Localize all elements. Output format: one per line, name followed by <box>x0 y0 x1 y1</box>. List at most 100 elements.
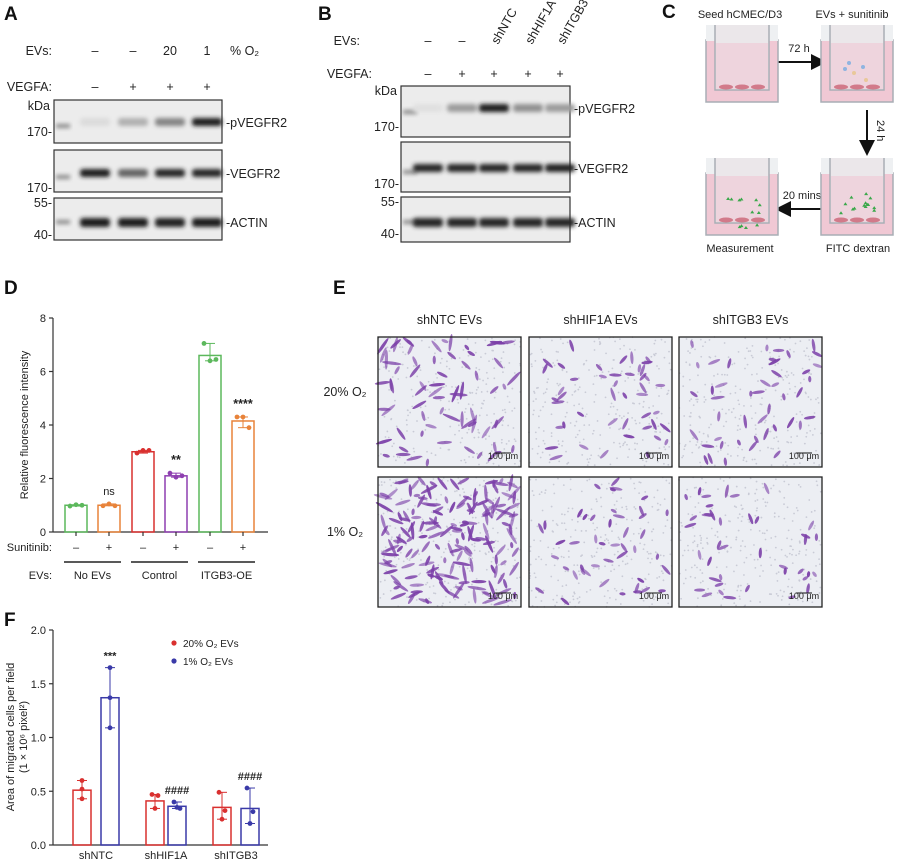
membrane-pore <box>436 604 439 607</box>
membrane-pore <box>737 584 740 587</box>
membrane-pore <box>573 564 576 567</box>
migrated-cell <box>471 580 487 584</box>
membrane-pore <box>648 382 651 384</box>
membrane-pore <box>414 504 416 507</box>
migrated-cell <box>543 520 547 530</box>
marker-40: 40- <box>381 227 399 241</box>
membrane-pore <box>748 521 751 523</box>
membrane-pore <box>558 460 561 463</box>
significance-label: ns <box>103 486 115 498</box>
membrane-pore <box>813 527 816 530</box>
scale-bar-label: 100 μm <box>639 451 669 461</box>
marker-170: 170- <box>374 177 399 191</box>
migrated-cell <box>411 508 415 516</box>
migrated-cell <box>786 350 791 358</box>
membrane-pore <box>499 360 502 363</box>
membrane-pore <box>799 340 802 343</box>
membrane-pore <box>657 425 660 428</box>
membrane-pore <box>687 350 689 353</box>
scale-bar-label: 100 μm <box>488 591 518 601</box>
membrane-pore <box>793 350 795 353</box>
membrane-pore <box>653 496 656 499</box>
membrane-pore <box>493 413 496 415</box>
membrane-pore <box>701 547 704 550</box>
migrated-cell <box>639 372 647 381</box>
membrane-pore <box>592 429 595 432</box>
membrane-pore <box>603 539 606 542</box>
membrane-pore <box>447 448 450 451</box>
membrane-pore <box>764 505 767 507</box>
membrane-pore <box>684 569 687 571</box>
membrane-pore <box>638 422 641 424</box>
migrated-cell <box>578 444 589 450</box>
membrane-pore <box>627 412 629 414</box>
membrane-pore <box>550 432 553 434</box>
membrane-pore <box>711 383 713 386</box>
migrated-cell <box>476 499 489 506</box>
membrane-pore <box>562 484 565 487</box>
protein-band <box>80 118 110 126</box>
membrane-pore <box>697 374 699 377</box>
micrograph: 100 μm <box>678 476 823 608</box>
sunitinib-value: – <box>73 542 80 554</box>
membrane-pore <box>434 592 437 595</box>
vegfa-value: + <box>524 67 531 81</box>
membrane-pore <box>443 580 446 583</box>
migrated-cell <box>421 502 437 507</box>
membrane-pore <box>480 356 482 358</box>
membrane-pore <box>739 598 741 600</box>
membrane-pore <box>577 388 580 391</box>
membrane-pore <box>804 554 807 556</box>
migrated-cell <box>450 478 460 491</box>
membrane-pore <box>419 369 422 371</box>
migrated-cell <box>481 596 500 604</box>
membrane-pore <box>475 577 478 580</box>
membrane-pore <box>455 584 457 586</box>
migrated-cell <box>402 510 411 523</box>
membrane-pore <box>689 415 692 418</box>
migrated-cell <box>395 499 411 506</box>
membrane-pore <box>583 541 586 544</box>
migrated-cell <box>767 403 771 415</box>
membrane-pore <box>633 402 635 405</box>
migrated-cell <box>811 351 823 358</box>
membrane-pore <box>774 389 777 392</box>
membrane-pore <box>638 481 641 484</box>
membrane-pore <box>815 564 817 567</box>
migrated-cell <box>622 392 628 399</box>
membrane-pore <box>770 537 773 539</box>
bar <box>164 475 188 533</box>
membrane-pore <box>683 415 686 417</box>
sunitinib-value: + <box>106 542 112 554</box>
membrane-pore <box>580 490 583 493</box>
membrane-pore <box>755 462 758 465</box>
membrane-pore <box>761 397 763 400</box>
membrane-pore <box>488 435 491 438</box>
membrane-pore <box>741 448 744 451</box>
membrane-pore <box>704 341 707 344</box>
membrane-pore <box>755 480 758 483</box>
migrated-cell <box>607 418 618 426</box>
membrane-pore <box>543 442 546 445</box>
membrane-pore <box>647 557 649 560</box>
membrane-pore <box>590 508 593 511</box>
membrane-pore <box>405 543 407 546</box>
membrane-pore <box>607 539 610 542</box>
membrane-pore <box>504 563 506 566</box>
micrograph: 100 μm <box>528 476 673 608</box>
membrane-pore <box>485 462 488 465</box>
membrane-pore <box>816 484 819 487</box>
migrated-cell <box>639 505 644 517</box>
migrated-cell <box>580 568 586 575</box>
x-tick-label: shHIF1A <box>145 850 188 862</box>
membrane-pore <box>493 396 496 399</box>
membrane-pore <box>496 531 499 534</box>
membrane-pore <box>399 343 402 345</box>
membrane-pore <box>401 363 404 366</box>
membrane-pore <box>782 379 785 381</box>
membrane-pore <box>540 558 543 561</box>
membrane-pore <box>744 367 746 370</box>
sunitinib-value: + <box>173 542 179 554</box>
micrograph-frame <box>377 336 522 468</box>
membrane-pore <box>737 424 740 427</box>
